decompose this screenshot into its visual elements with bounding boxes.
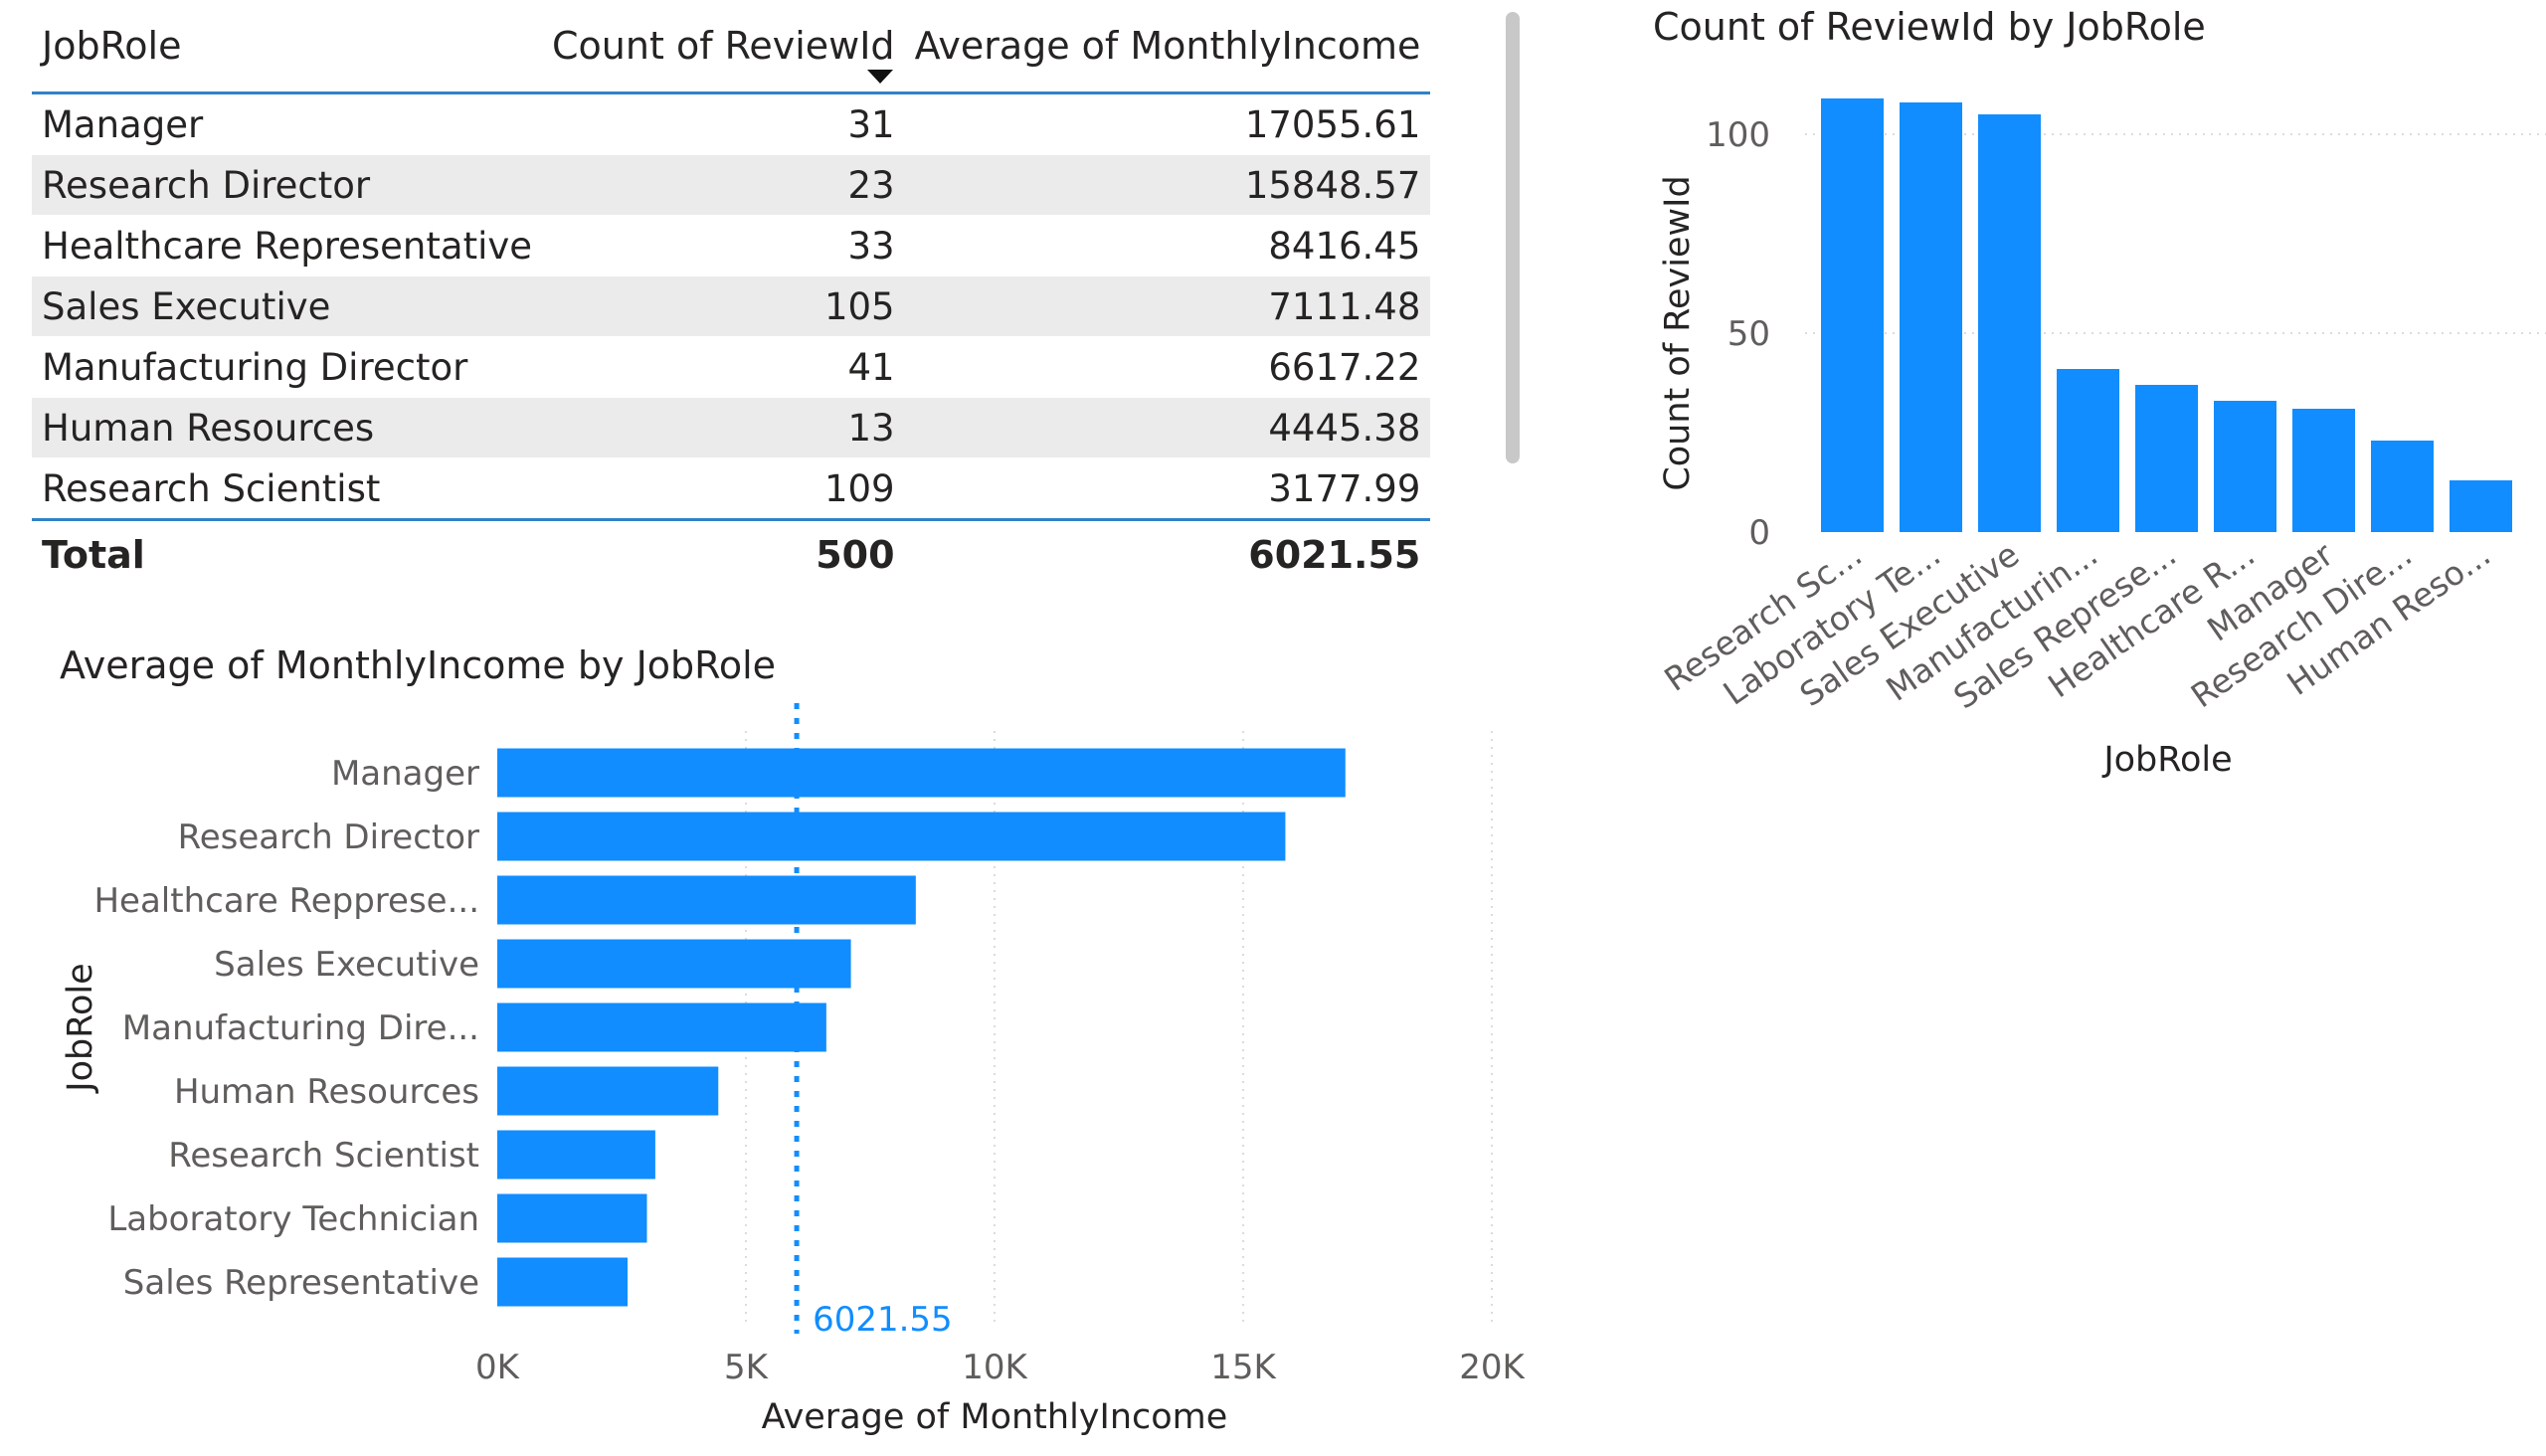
cell-count: 31 <box>542 92 905 155</box>
bar[interactable] <box>1821 98 1884 532</box>
cell-jobrole: Manager <box>32 92 543 155</box>
y-category-label: Research Scientist <box>168 1136 479 1176</box>
table-row[interactable]: Research Director 23 15848.57 <box>32 154 1431 216</box>
y-tick-label: 0 <box>1748 513 1770 553</box>
cell-avg-income: 7111.48 <box>904 275 1431 337</box>
bar[interactable] <box>497 1193 647 1243</box>
cell-jobrole: Research Scientist <box>32 457 543 520</box>
x-tick-label: 5K <box>724 1348 770 1387</box>
bar[interactable] <box>2214 401 2276 532</box>
cell-avg-income: 15848.57 <box>904 154 1431 216</box>
bar[interactable] <box>497 875 916 925</box>
table-visual: JobRole Count of ReviewId Average of Mon… <box>0 0 1551 617</box>
sort-descending-icon[interactable] <box>867 70 893 84</box>
cell-jobrole: Human Resources <box>32 397 543 458</box>
chart-title: Average of MonthlyIncome by JobRole <box>60 643 776 687</box>
bar[interactable] <box>2292 409 2355 532</box>
bar[interactable] <box>1900 102 1962 532</box>
y-category-label: Healthcare Repprese... <box>93 881 479 921</box>
cell-jobrole: Research Director <box>32 154 543 216</box>
bar[interactable] <box>497 1002 826 1052</box>
total-label: Total <box>42 533 145 577</box>
bar[interactable] <box>497 1066 719 1116</box>
y-tick-label: 50 <box>1728 314 1770 354</box>
x-tick-label: 15K <box>1210 1348 1277 1387</box>
avg-income-chart-svg: Average of MonthlyIncome by JobRole 0K 5K 1… <box>60 643 1526 1437</box>
column-header-count[interactable]: Count of ReviewId <box>552 24 895 68</box>
table-scrollbar[interactable] <box>1506 12 1520 463</box>
bar[interactable] <box>497 812 1286 861</box>
cell-count: 41 <box>542 336 905 398</box>
bar[interactable] <box>497 1257 628 1307</box>
cell-avg-income: 3177.99 <box>904 457 1431 520</box>
cell-jobrole: Healthcare Representative <box>32 215 543 276</box>
cell-avg-income: 8416.45 <box>904 215 1431 276</box>
y-category-label: Sales Executive <box>214 945 479 985</box>
table-row[interactable]: Sales Executive 105 7111.48 <box>32 275 1431 337</box>
bar[interactable] <box>1978 114 2041 532</box>
table-total-row: Total 500 6021.55 <box>32 520 1430 590</box>
table-row[interactable]: Manufacturing Director 41 6617.22 <box>32 336 1431 398</box>
bar[interactable] <box>2450 480 2512 532</box>
x-tick-label: 10K <box>962 1348 1028 1387</box>
x-tick-label: 0K <box>475 1348 521 1387</box>
y-category-label: Human Resources <box>174 1072 479 1112</box>
column-header-avg-income[interactable]: Average of MonthlyIncome <box>914 24 1421 68</box>
cell-count: 23 <box>542 154 905 216</box>
bar[interactable] <box>2135 385 2198 532</box>
cell-jobrole: Manufacturing Director <box>32 336 543 398</box>
x-axis-title: Average of MonthlyIncome <box>762 1397 1228 1437</box>
reference-line-label: 6021.55 <box>813 1300 953 1340</box>
y-axis-title: JobRole <box>61 963 100 1093</box>
table-row[interactable]: Research Scientist 109 3177.99 <box>32 457 1431 520</box>
bar[interactable] <box>2371 441 2434 532</box>
cell-avg-income: 4445.38 <box>904 397 1431 458</box>
x-axis-title: JobRole <box>2101 740 2232 780</box>
bar[interactable] <box>2057 369 2119 532</box>
count-review-by-jobrole-chart: Count of ReviewId by JobRole 0 50 100 Resear… <box>1631 0 2546 796</box>
y-category-label: Research Director <box>178 818 479 857</box>
bar[interactable] <box>497 1130 655 1180</box>
y-category-label: Laboratory Technician <box>107 1199 479 1239</box>
chart-title: Count of ReviewId by JobRole <box>1653 5 2206 49</box>
x-tick-label: 20K <box>1459 1348 1526 1387</box>
y-tick-label: 100 <box>1706 115 1770 155</box>
y-axis-title: Count of ReviewId <box>1658 175 1698 490</box>
cell-jobrole: Sales Executive <box>32 275 543 337</box>
y-category-label: Sales Representative <box>123 1263 479 1303</box>
cell-count: 105 <box>542 275 905 337</box>
bar[interactable] <box>497 939 851 989</box>
cell-count: 13 <box>542 397 905 458</box>
total-avg-income: 6021.55 <box>1248 533 1421 577</box>
total-count: 500 <box>816 533 895 577</box>
table-row[interactable]: Healthcare Representative 33 8416.45 <box>32 215 1431 276</box>
bar[interactable] <box>497 748 1346 798</box>
table-row[interactable]: Human Resources 13 4445.38 <box>32 397 1431 458</box>
cell-count: 109 <box>542 457 905 520</box>
table-row[interactable]: Manager 31 17055.61 <box>32 92 1431 155</box>
data-table: JobRole Count of ReviewId Average of Mon… <box>32 0 1431 590</box>
table-header-row: JobRole Count of ReviewId Average of Mon… <box>32 0 1431 93</box>
y-category-label: Manufacturing Dire... <box>122 1008 479 1048</box>
avg-income-by-jobrole-chart: Average of MonthlyIncome by JobRole 0K 5K 1… <box>0 627 1551 1452</box>
column-header-jobrole[interactable]: JobRole <box>42 24 182 68</box>
count-review-chart-svg: Count of ReviewId by JobRole050100Resear… <box>1653 5 2546 780</box>
cell-count: 33 <box>542 215 905 276</box>
cell-avg-income: 17055.61 <box>904 92 1431 155</box>
y-category-label: Manager <box>331 754 479 794</box>
cell-avg-income: 6617.22 <box>904 336 1431 398</box>
